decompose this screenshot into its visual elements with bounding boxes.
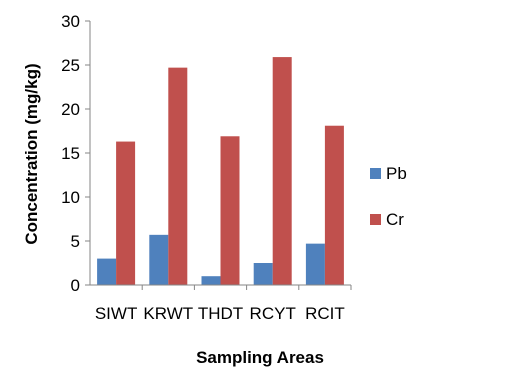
x-axis-categories: SIWT KRWT THDT RCYT RCIT [95, 285, 352, 323]
bar-cr-rcyt [272, 57, 292, 285]
bar-group [97, 57, 344, 285]
legend-label-cr: Cr [386, 210, 404, 229]
bar-cr-thdt [220, 136, 240, 285]
legend-swatch-pb [370, 168, 381, 179]
y-tick-label: 5 [71, 232, 80, 251]
bar-pb-siwt [97, 258, 117, 285]
x-category-label: KRWT [143, 304, 193, 323]
y-tick-label: 25 [61, 56, 80, 75]
y-tick-label: 30 [61, 12, 80, 31]
y-axis-title: Concentration (mg/kg) [22, 63, 41, 244]
bar-pb-thdt [201, 276, 221, 285]
bar-pb-krwt [149, 234, 169, 285]
bar-pb-rcyt [253, 263, 273, 285]
x-axis-title: Sampling Areas [196, 348, 324, 367]
x-category-label: RCYT [250, 304, 296, 323]
bar-cr-krwt [168, 67, 188, 285]
x-category-label: SIWT [95, 304, 138, 323]
legend-swatch-cr [370, 214, 381, 225]
legend: Pb Cr [370, 164, 407, 229]
bar-cr-rcit [324, 125, 344, 285]
y-tick-label: 20 [61, 100, 80, 119]
y-tick-label: 10 [61, 188, 80, 207]
y-tick-label: 15 [61, 144, 80, 163]
y-tick-label: 0 [71, 276, 80, 295]
bar-pb-rcit [305, 243, 325, 285]
y-axis-ticks: 0 5 10 15 20 25 30 [61, 12, 90, 295]
x-category-label: RCIT [305, 304, 345, 323]
bar-cr-siwt [116, 141, 136, 285]
legend-label-pb: Pb [386, 164, 407, 183]
x-category-label: THDT [198, 304, 243, 323]
